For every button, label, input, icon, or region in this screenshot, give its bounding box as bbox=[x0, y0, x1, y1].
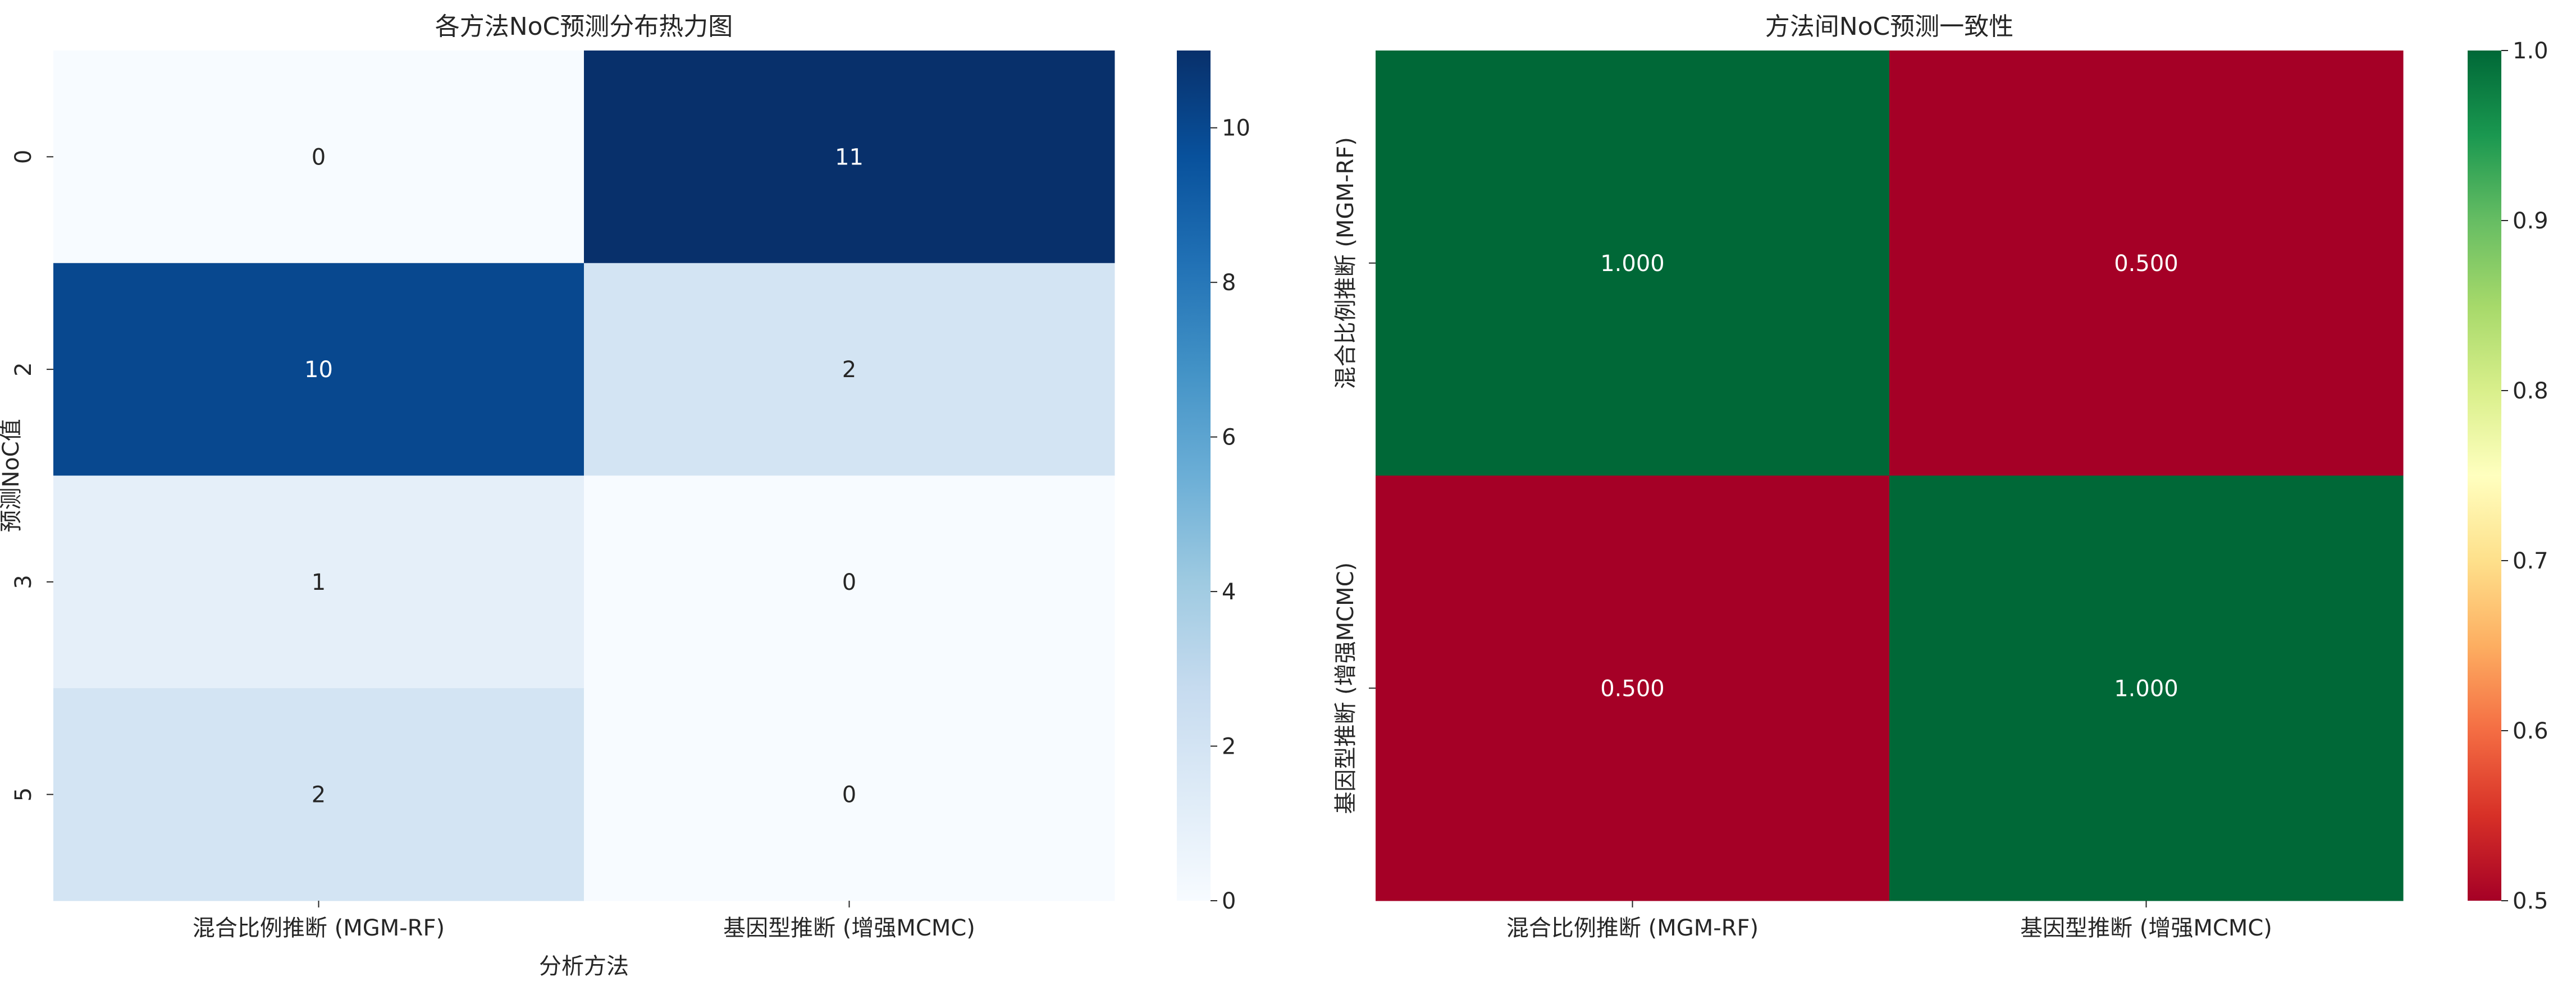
chart-title-1: 各方法NoC预测分布热力图 bbox=[435, 12, 733, 41]
cell-value-label: 2 bbox=[312, 782, 326, 808]
heatmap-cell bbox=[584, 263, 1115, 476]
cell-value-label: 0 bbox=[842, 570, 856, 595]
colorbar-tick-label: 10 bbox=[1222, 116, 1250, 141]
colorbar-tick-label: 0.8 bbox=[2513, 378, 2548, 404]
colorbar bbox=[2468, 51, 2501, 901]
heatmap-cell bbox=[1889, 475, 2404, 901]
cell-value-label: 0 bbox=[312, 144, 326, 170]
colorbar bbox=[1177, 51, 1211, 901]
colorbar-tick-label: 0.7 bbox=[2513, 548, 2548, 574]
x-tick-label: 混合比例推断 (MGM-RF) bbox=[1506, 915, 1759, 941]
colorbar-tick-label: 4 bbox=[1222, 579, 1236, 605]
y-tick-label: 3 bbox=[11, 575, 36, 589]
x-tick-label: 基因型推断 (增强MCMC) bbox=[723, 915, 975, 941]
y-tick-label: 0 bbox=[11, 150, 36, 164]
y-tick-label: 5 bbox=[11, 787, 36, 801]
y-tick-label: 混合比例推断 (MGM-RF) bbox=[1333, 137, 1359, 389]
colorbar-tick-label: 6 bbox=[1222, 425, 1236, 451]
heatmap-cell bbox=[53, 263, 584, 476]
x-tick-label: 混合比例推断 (MGM-RF) bbox=[193, 915, 445, 941]
colorbar-tick-label: 0.9 bbox=[2513, 208, 2548, 234]
cell-value-label: 10 bbox=[304, 357, 333, 383]
heatmap-panel-2: 方法间NoC预测一致性 1.000 0.500 0.500 1.000 混合比例推断 (M… bbox=[1333, 12, 2548, 941]
cell-value-label: 0.500 bbox=[1600, 676, 1665, 701]
heatmap-cell bbox=[584, 475, 1115, 689]
cell-value-label: 11 bbox=[835, 144, 864, 170]
heatmap-cell bbox=[1889, 51, 2404, 476]
x-axis-label: 分析方法 bbox=[539, 953, 629, 979]
colorbar-tick-label: 0 bbox=[1222, 888, 1236, 914]
heatmap-cell bbox=[584, 51, 1115, 264]
y-tick-label: 基因型推断 (增强MCMC) bbox=[1333, 562, 1359, 814]
heatmap-cell bbox=[1376, 475, 1890, 901]
y-tick-label: 2 bbox=[11, 362, 36, 376]
cell-value-label: 1 bbox=[312, 570, 326, 595]
cell-value-label: 2 bbox=[842, 357, 856, 383]
cell-value-label: 0 bbox=[842, 782, 856, 808]
heatmap-cell bbox=[53, 475, 584, 689]
colorbar-tick-label: 0.5 bbox=[2513, 888, 2548, 914]
heatmap-cell bbox=[53, 688, 584, 901]
x-tick-label: 基因型推断 (增强MCMC) bbox=[2020, 915, 2272, 941]
colorbar-tick-label: 0.6 bbox=[2513, 718, 2548, 744]
cell-value-label: 1.000 bbox=[1600, 251, 1665, 277]
colorbar-tick-label: 8 bbox=[1222, 270, 1236, 296]
heatmap-cell bbox=[1376, 51, 1890, 476]
cell-value-label: 0.500 bbox=[2114, 251, 2178, 277]
colorbar-tick-label: 1.0 bbox=[2513, 38, 2548, 64]
heatmap-cell bbox=[53, 51, 584, 264]
heatmap-cell bbox=[584, 688, 1115, 901]
colorbar-tick-label: 2 bbox=[1222, 734, 1236, 760]
cell-value-label: 1.000 bbox=[2114, 676, 2178, 701]
chart-title-2: 方法间NoC预测一致性 bbox=[1765, 12, 2014, 41]
y-axis-label: 预测NoC值 bbox=[0, 419, 24, 532]
